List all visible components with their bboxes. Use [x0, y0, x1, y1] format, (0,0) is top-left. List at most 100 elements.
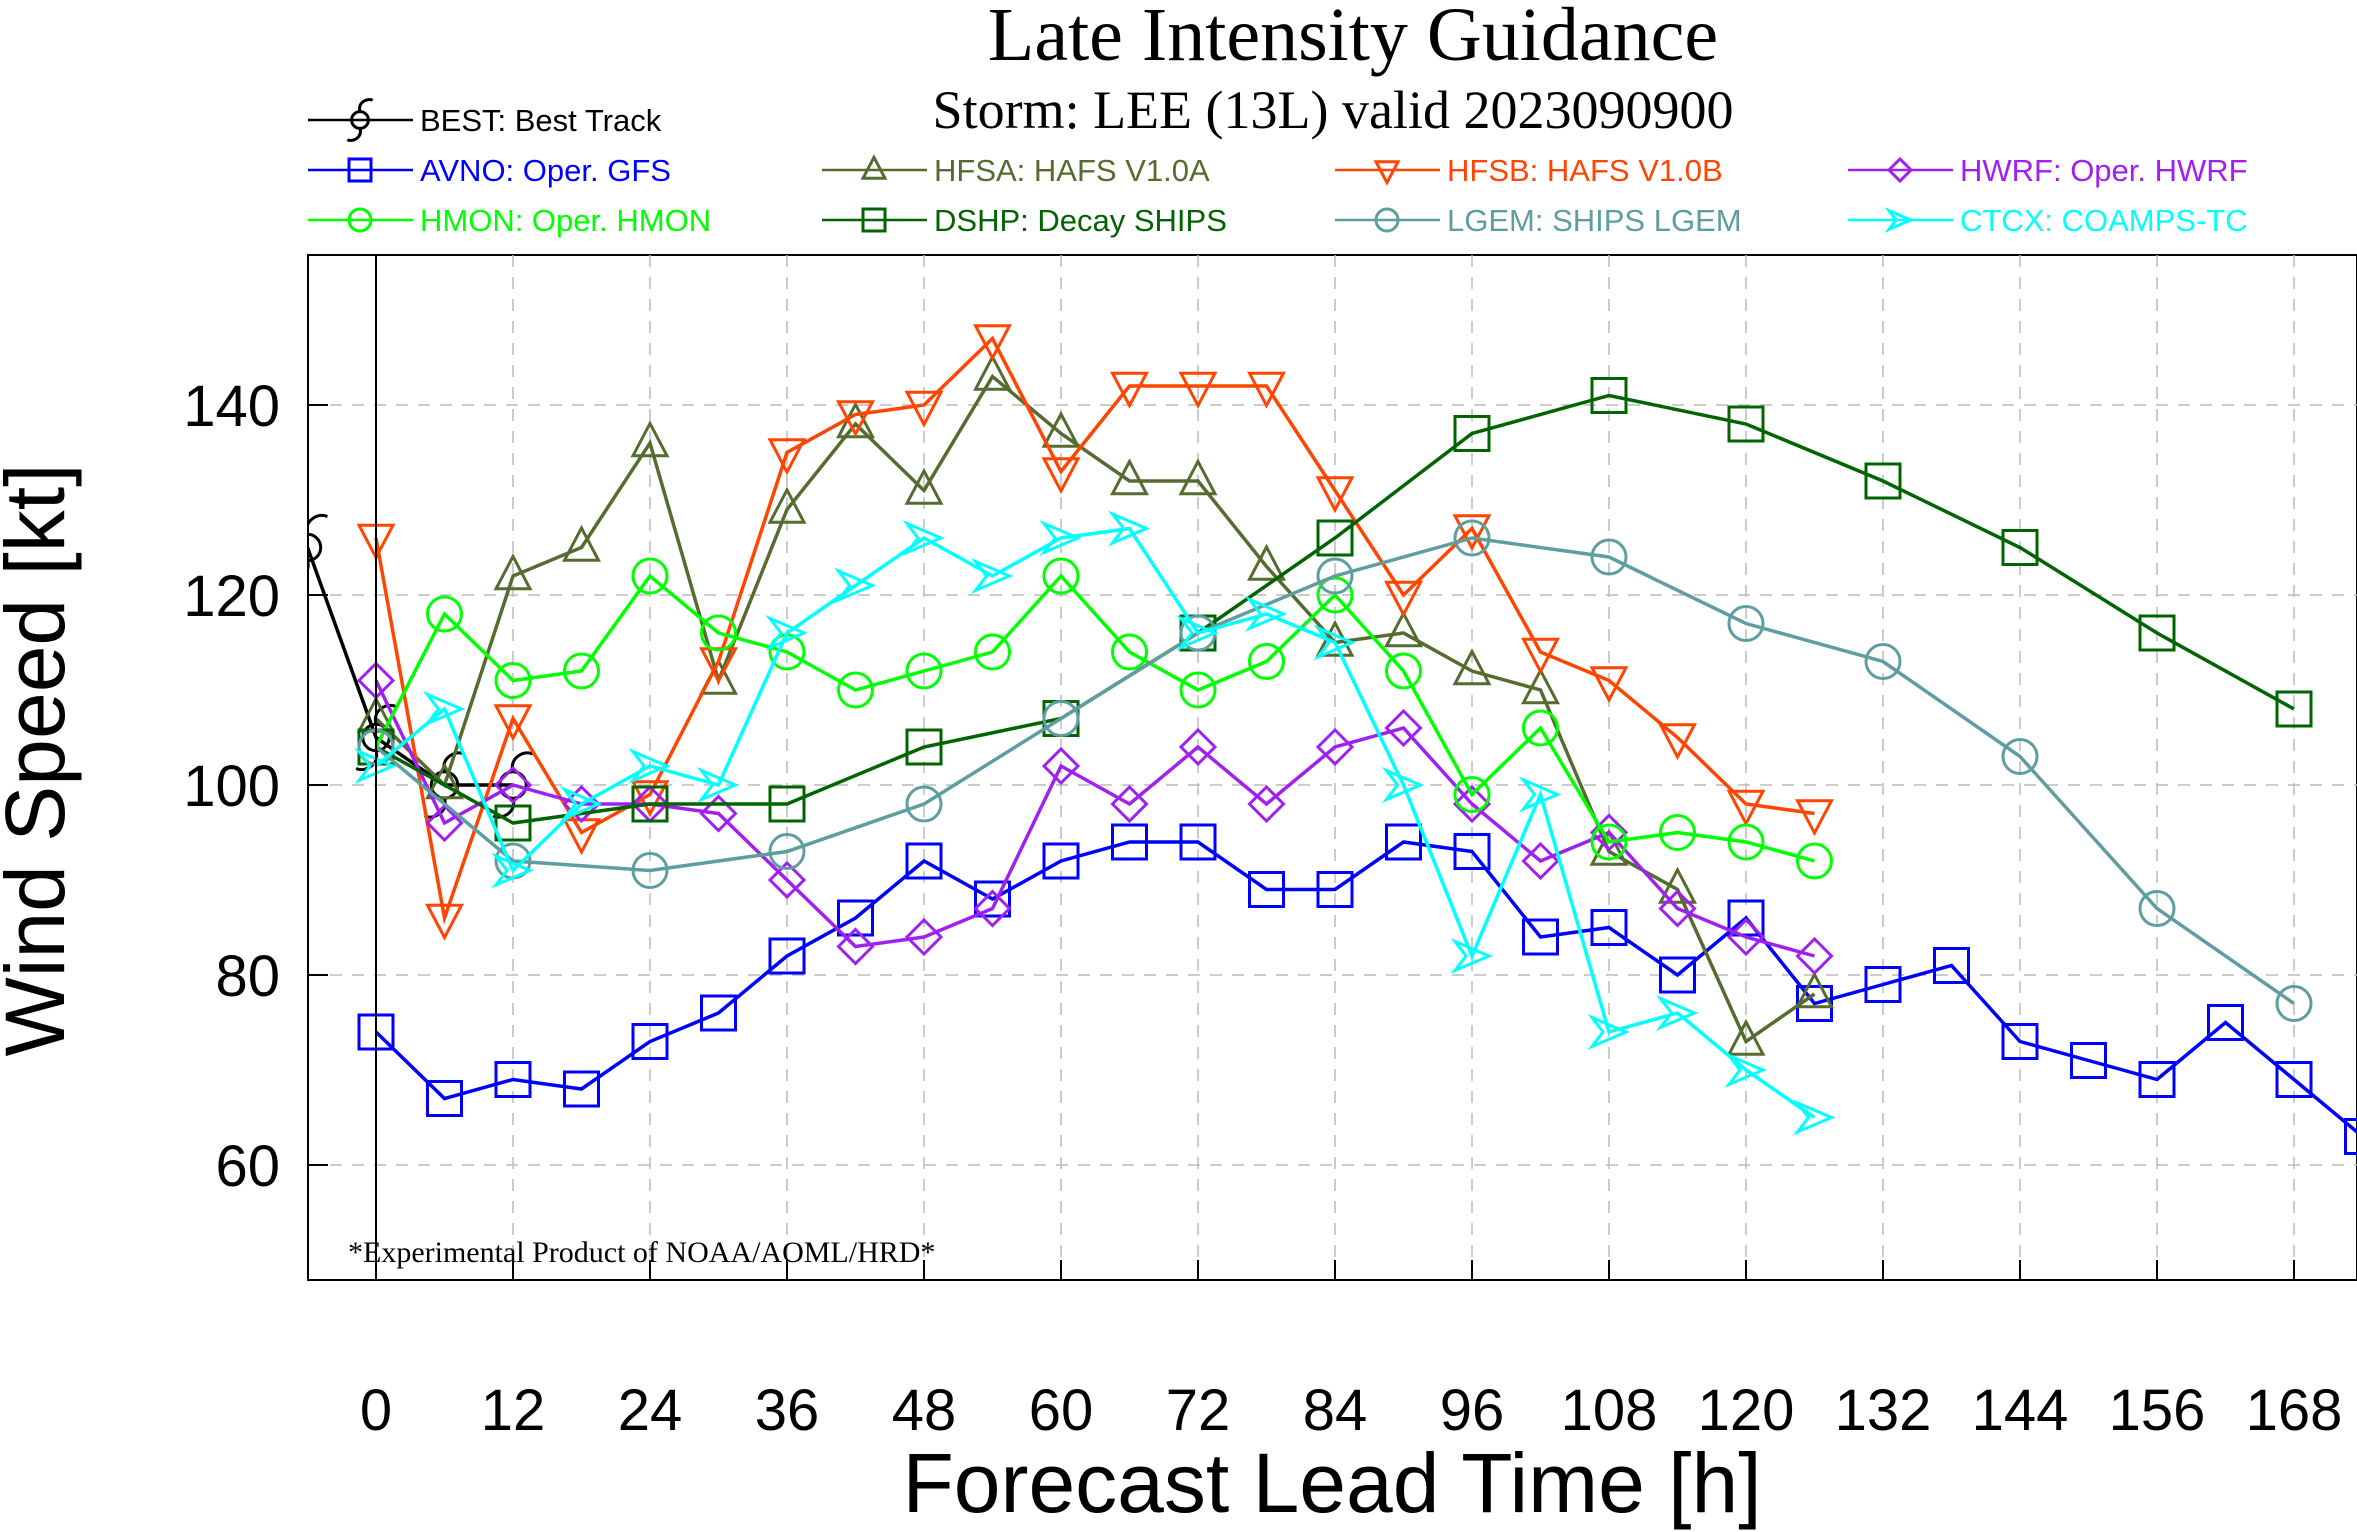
data-point-hfsa [1247, 543, 1286, 581]
series-dshp [357, 377, 2313, 842]
data-point-hmon [1453, 776, 1491, 813]
hurricane-arm [308, 513, 329, 535]
series-line-hfsa [374, 373, 1816, 1045]
legend-label: HWRF: Oper. HWRF [1960, 153, 2248, 188]
data-point-ctcx [1587, 1013, 1630, 1051]
series-layer [308, 324, 2357, 1155]
plot-frame [307, 254, 2357, 1281]
data-point-hmon [974, 633, 1011, 671]
y-tick-label: 80 [215, 944, 280, 1009]
data-point-ctcx [628, 747, 671, 785]
data-point-hmon [426, 595, 463, 633]
legend-item-dshp: DSHP: Decay SHIPS [822, 203, 1227, 238]
hurricane-eye [308, 532, 323, 563]
data-point-hfsa [1041, 410, 1081, 448]
data-point-hwrf [1452, 784, 1492, 824]
x-tick-label: 72 [1166, 1378, 1231, 1443]
data-point-hmon [1042, 557, 1080, 595]
data-point-dshp [1727, 405, 1765, 443]
x-tick-label: 96 [1440, 1378, 1505, 1443]
data-point-dshp [1864, 462, 1902, 500]
series-line-hwrf [374, 679, 1815, 958]
legend-label: LGEM: SHIPS LGEM [1447, 203, 1742, 238]
data-point-hfsa [1589, 828, 1629, 866]
data-point-lgem [1453, 519, 1491, 557]
y-tick-label: 120 [183, 564, 280, 629]
data-point-hfsb [493, 704, 533, 742]
data-point-hfsb [836, 400, 875, 438]
data-point-hmon [494, 662, 532, 699]
data-point-avno [2001, 1023, 2039, 1060]
data-point-hwrf [767, 860, 807, 900]
data-point-hfsa [973, 353, 1012, 391]
data-point-hmon [905, 652, 943, 690]
data-point-hmon [631, 557, 669, 595]
data-point-hfsa [1521, 667, 1560, 705]
data-point-hwrf [836, 927, 875, 966]
data-point-avno [631, 1023, 669, 1060]
data-point-hfsb [425, 903, 464, 941]
data-point-avno [974, 880, 1011, 918]
data-point-lgem [631, 852, 669, 889]
legend-marker [1374, 207, 1400, 233]
data-point-hfsb [1726, 789, 1766, 827]
series-line-lgem [374, 536, 2295, 1005]
legend-marker [347, 157, 373, 183]
data-point-hmon [1796, 842, 1833, 880]
data-point-hwrf [1726, 917, 1766, 957]
data-point-lgem [2001, 738, 2039, 775]
data-point-hmon [837, 671, 874, 709]
data-point-ctcx [970, 557, 1014, 595]
data-point-dshp [2138, 614, 2176, 652]
data-point-hfsa [1178, 458, 1218, 496]
data-point-ctcx [696, 766, 740, 804]
data-point-ctcx [765, 614, 808, 652]
data-point-avno [2138, 1061, 2176, 1098]
series-line-best [308, 546, 513, 787]
x-tick-label: 36 [755, 1378, 820, 1443]
series-hwrf [356, 661, 1834, 976]
legend-label: HFSA: HAFS V1.0A [934, 153, 1210, 188]
data-point-lgem [768, 833, 806, 870]
data-point-hwrf [493, 765, 533, 805]
data-point-hwrf [1110, 784, 1149, 824]
data-point-hfsb [1041, 457, 1081, 495]
grid [308, 255, 2357, 1280]
data-point-hmon [1659, 814, 1696, 851]
legend-marker [1886, 156, 1914, 184]
data-point-hfsb [1452, 514, 1492, 552]
data-point-hwrf [1384, 708, 1423, 748]
legend-label: AVNO: Oper. GFS [420, 153, 671, 188]
legend-marker [1373, 160, 1401, 186]
hurricane-arm [358, 98, 374, 113]
legend-item-hfsa: HFSA: HAFS V1.0A [822, 153, 1210, 188]
data-point-avno [1248, 871, 1285, 908]
series-line-avno [374, 840, 2357, 1135]
data-point-dshp [1316, 519, 1354, 557]
data-point-hwrf [973, 889, 1012, 928]
data-point-avno [2207, 1004, 2244, 1041]
data-point-best [308, 513, 329, 573]
legend-marker [861, 207, 887, 233]
data-point-lgem [1042, 700, 1080, 737]
legend-item-best: BEST: Best Track [308, 98, 662, 142]
data-point-ctcx [354, 747, 397, 785]
data-point-hwrf [1247, 784, 1286, 824]
data-point-hfsb [1384, 580, 1423, 618]
data-point-ctcx [833, 567, 877, 604]
series-line-dshp [375, 393, 2295, 825]
legend-marker [346, 98, 374, 142]
data-point-hwrf [1178, 727, 1218, 767]
data-point-lgem [1727, 605, 1765, 642]
legend-label: CTCX: COAMPS-TC [1960, 203, 2248, 238]
data-point-avno [426, 1080, 463, 1117]
legend-item-lgem: LGEM: SHIPS LGEM [1335, 203, 1742, 238]
data-point-avno [1385, 823, 1422, 861]
data-point-dshp [1590, 377, 1628, 414]
data-point-lgem [2138, 890, 2176, 927]
x-tick-label: 12 [481, 1378, 546, 1443]
hurricane-arm [346, 127, 362, 142]
data-point-lgem [1590, 538, 1628, 576]
legend-label: HFSB: HAFS V1.0B [1447, 153, 1723, 188]
series-lgem [357, 519, 2313, 1022]
